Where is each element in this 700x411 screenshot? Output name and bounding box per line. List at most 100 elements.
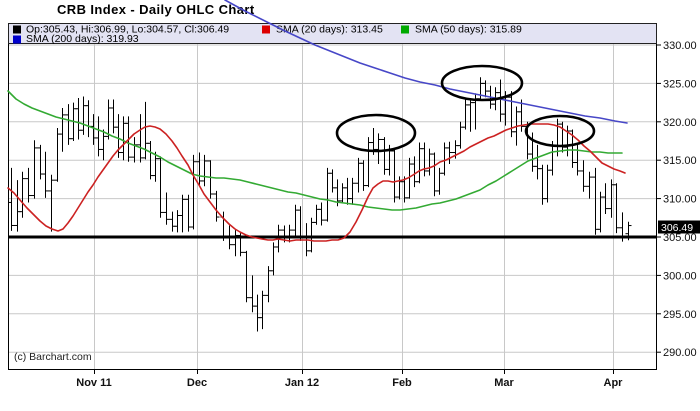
legend-background [8,23,657,44]
y-axis-labels-layer: 330.00 325.00 320.00 315.00 310.00 305.00 300.… [663,40,697,359]
x-axis-labels-layer: Nov 11 Dec Jan 12 Feb Mar Apr [76,377,623,389]
ohlc-bar [534,144,541,180]
ohlc-bar [391,148,398,203]
y-axis-label: 300.00 [663,270,697,282]
ohlc-bar [508,91,515,138]
ohlc-bar [31,140,38,199]
ohlc-bar [286,224,293,243]
legend-label-sma20: SMA (20 days): 313.45 [276,24,383,36]
last-price-background [658,220,700,234]
x-axis-label: Feb [392,377,412,389]
ohlc-bar [232,230,239,257]
y-axis-label: 330.00 [663,40,697,52]
ohlc-bar [308,217,315,253]
ohlc-bar [462,99,469,130]
ohlc-bar [375,133,382,165]
ohlc-bar [482,80,489,98]
legend-swatch-ohlc [13,25,21,34]
ohlc-bar [54,127,61,182]
legend-label-sma50: SMA (50 days): 315.89 [415,24,522,36]
annotation-ellipses-layer [335,64,596,153]
ohlc-bar [100,129,107,161]
x-axis-label: Mar [494,377,514,389]
page-title: CRB Index - Daily OHLC Chart [57,2,255,17]
ohlc-bar [265,266,272,303]
ohlc-bar [339,183,346,203]
ohlc-bar [174,210,181,233]
ohlc-bar [324,167,331,222]
last-price-badge: 306.49 [658,220,700,234]
ohlc-bar [207,160,214,199]
ohlc-bar [48,174,55,232]
grid-layer [8,23,657,370]
ohlc-bar [457,121,464,149]
ohlc-bar [597,191,604,233]
ohlc-bar [259,290,266,330]
ohlc-bar [14,180,21,232]
legend-box: Op:305.43, Hi:306.99, Lo:304.57, Cl:306.… [8,23,657,45]
x-axis-label: Nov 11 [76,377,111,389]
ohlc-bar [169,211,176,232]
legend-label-ohlc: Op:305.43, Hi:306.99, Lo:304.57, Cl:306.… [26,24,229,36]
ohlc-bar [518,99,525,132]
ohlc-bar [365,137,372,188]
ohlc-bar [243,250,250,303]
ohlc-bar [586,171,593,199]
ohlc-bar [8,167,15,231]
ohlc-bar [580,160,587,192]
ohlc-bar [602,183,609,214]
ohlc-bar [613,183,620,234]
legend-swatch-sma200 [13,35,21,44]
ohlc-bar [329,169,336,193]
ohlc-bar [157,156,164,218]
y-axis-label: 290.00 [663,347,697,359]
ohlc-bar [292,204,299,237]
copyright-text: (c) Barchart.com [14,351,92,363]
ohlc-bar [426,148,433,176]
last-price-text: 306.49 [661,222,693,234]
ohlc-bars-layer [8,77,632,332]
ohlc-bar [179,194,186,233]
y-axis-label: 320.00 [663,117,697,129]
ohlc-bar [163,192,170,225]
ohlc-bar [42,151,49,198]
y-axis-label: 310.00 [663,194,697,206]
ohlc-bar [592,167,599,235]
ohlc-bar [59,107,66,152]
ohlc-bar [254,294,261,332]
y-axis-label: 305.00 [663,232,697,244]
legend-swatch-sma20 [262,25,270,34]
ohlc-bar [431,152,438,197]
y-axis-label: 315.00 [663,155,697,167]
legend-label-sma200: SMA (200 days): 319.93 [26,33,139,45]
ohlc-bar [446,141,453,165]
sma50-line-layer [7,90,623,211]
ohlc-bar [190,154,197,230]
sma20-line-layer [7,123,626,242]
annotation-ellipse [524,114,596,148]
ohlc-bar [19,171,26,218]
y-axis-label: 295.00 [663,309,697,321]
y-axis-label: 325.00 [663,78,697,90]
x-axis-label: Jan 12 [285,377,319,389]
ohlc-bar [213,190,220,222]
annotation-ellipse [335,113,417,153]
ohlc-bar [85,100,92,138]
ohlc-bar [249,275,256,313]
ohlc-bar [110,99,117,134]
sma200-line-layer [224,0,628,124]
x-axis-label: Apr [604,377,624,389]
ohlc-bar [313,204,320,225]
annotation-ellipse [440,64,524,102]
ohlc-bar [80,96,87,135]
ohlc-bar [25,167,32,203]
legend-swatch-sma50 [401,25,409,34]
x-axis-label: Dec [187,377,207,389]
ohlc-bar [349,177,356,205]
ohlc-bar [318,202,325,226]
ohlc-bar [497,79,504,122]
ohlc-bar [436,167,443,195]
ohlc-bar [185,194,192,232]
